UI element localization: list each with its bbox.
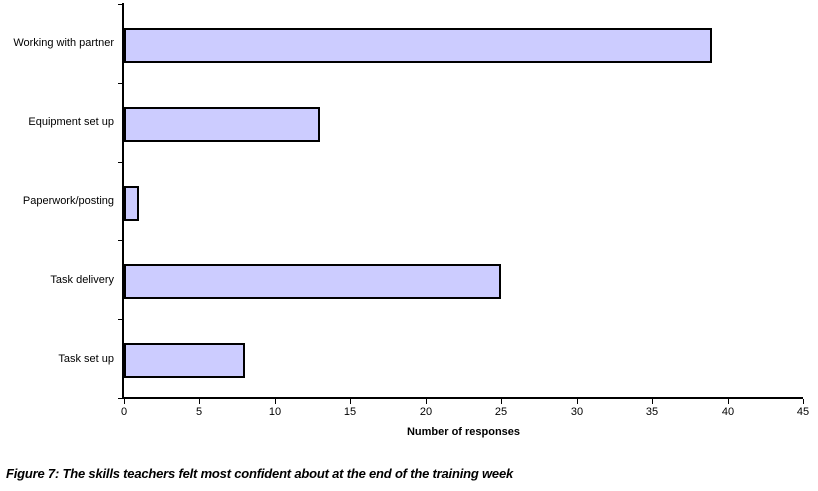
x-axis-tick-label: 35: [645, 406, 659, 418]
plot-area: Working with partner Equipment set up Pape…: [13, 3, 810, 418]
x-axis-tick: [275, 399, 276, 404]
category-label: Equipment set up: [28, 116, 114, 129]
x-axis-line: [122, 397, 803, 399]
y-axis-tick: [118, 83, 123, 84]
x-axis-tick: [124, 399, 125, 404]
bar-equipment-set-up: [124, 106, 320, 142]
bar-task-delivery: [124, 264, 501, 300]
x-axis-tick: [577, 399, 578, 404]
x-axis-tick-label: 30: [570, 406, 584, 418]
y-axis-tick: [118, 398, 123, 399]
x-axis-tick-label: 40: [721, 406, 735, 418]
x-axis-tick-label: 25: [494, 406, 508, 418]
x-axis-tick-label: 0: [120, 406, 128, 418]
x-axis-tick: [501, 399, 502, 404]
y-axis-tick: [118, 319, 123, 320]
y-axis-line: [122, 3, 124, 399]
x-axis-tick-label: 15: [343, 406, 357, 418]
x-axis-tick-label: 5: [195, 406, 203, 418]
bar-working-with-partner: [124, 27, 712, 63]
x-axis-tick: [803, 399, 804, 404]
category-label: Working with partner: [13, 37, 114, 50]
bar-task-set-up: [124, 343, 245, 379]
x-axis-tick-label: 10: [268, 406, 282, 418]
x-axis-tick-label: 45: [796, 406, 810, 418]
category-label: Task set up: [58, 352, 114, 365]
figure-caption: Figure 7: The skills teachers felt most …: [6, 466, 514, 481]
x-axis-tick: [652, 399, 653, 404]
x-axis-tick: [728, 399, 729, 404]
y-axis-tick: [118, 240, 123, 241]
bar-paperwork-posting: [124, 185, 139, 221]
x-axis-tick: [350, 399, 351, 404]
y-axis-tick: [118, 4, 123, 5]
x-axis-tick: [426, 399, 427, 404]
x-axis-title: Number of responses: [406, 426, 521, 438]
category-label: Paperwork/posting: [22, 194, 114, 207]
x-axis-tick: [199, 399, 200, 404]
y-axis-tick: [118, 162, 123, 163]
category-label: Task delivery: [50, 273, 114, 286]
x-axis-tick-label: 20: [419, 406, 433, 418]
